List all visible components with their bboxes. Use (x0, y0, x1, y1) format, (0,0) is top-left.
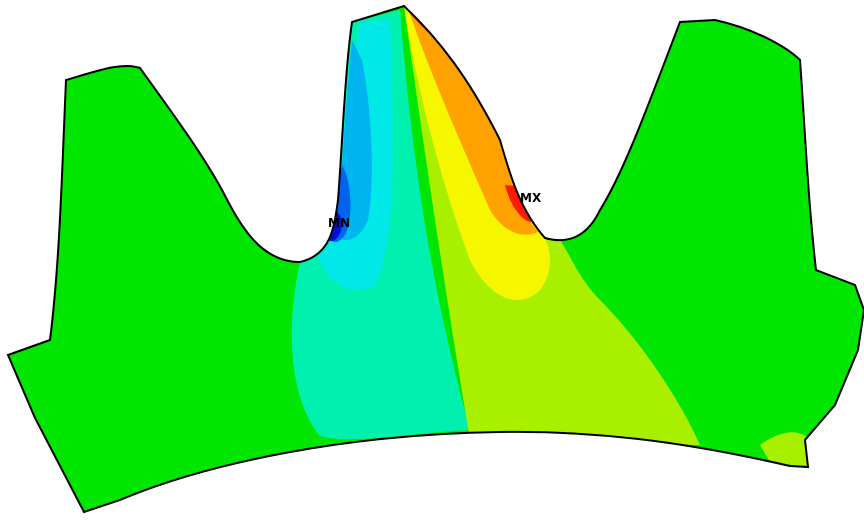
gear-outline (6, 4, 864, 514)
max-marker-label: MX (520, 191, 542, 205)
tension-region-orange (408, 8, 538, 235)
corner-region-yellow-green (760, 432, 810, 467)
tension-region-red (505, 185, 532, 222)
min-marker-label: MN (328, 216, 350, 230)
